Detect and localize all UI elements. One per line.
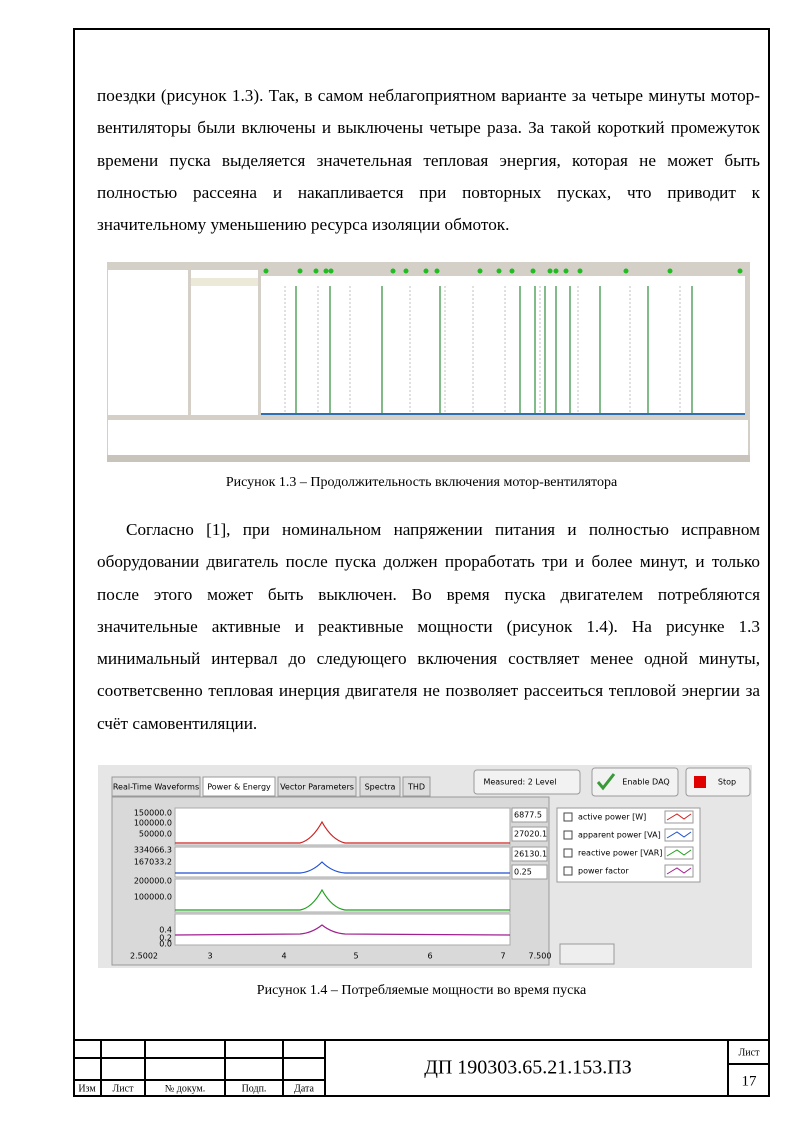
x-tick-label: 3 (207, 952, 212, 961)
x-tick-label: 6 (427, 952, 432, 961)
readout: 0.25 (514, 868, 532, 877)
event-dot (563, 268, 569, 274)
y-tick-label: 100000.0 (134, 819, 172, 828)
y-tick-label: 200000.0 (134, 877, 172, 886)
event-dot (577, 268, 583, 274)
figure-caption: Рисунок 1.3 – Продолжительность включени… (225, 475, 618, 490)
tab-label: Power & Energy (207, 783, 271, 792)
legend-label: apparent power [VA] (578, 831, 661, 840)
y-tick-label: 167033.2 (134, 858, 172, 867)
event-dot (403, 268, 409, 274)
y-tick-label: 150000.0 (134, 809, 172, 818)
document-code: ДП 190303.65.21.153.ПЗ (424, 1057, 632, 1079)
paragraph: Согласно [1], при номинальном напряжении… (97, 520, 760, 733)
event-dot (297, 268, 303, 274)
legend-swatch (664, 828, 694, 842)
legend-label: reactive power [VAR] (578, 849, 662, 858)
event-dot (496, 268, 502, 274)
legend-line (666, 813, 692, 821)
legend-label: power factor (578, 867, 629, 876)
tab (359, 776, 401, 797)
figure-caption: Рисунок 1.4 – Потребляемые мощности во в… (256, 983, 587, 998)
paragraph: поездки (рисунок 1.3). Так, в самом небл… (97, 86, 760, 235)
legend-swatch (664, 846, 694, 860)
tab-label: THD (407, 783, 425, 792)
legend-line (666, 831, 692, 839)
column-label: Дата (294, 1083, 314, 1094)
y-tick-label: 50000.0 (139, 830, 172, 839)
column-label: № докум. (165, 1083, 206, 1094)
readout: 26130.1 (514, 850, 547, 859)
tab (402, 776, 431, 797)
y-tick-label: 334066.3 (134, 846, 172, 855)
tab (277, 776, 357, 797)
y-tick-label: 0.0 (159, 940, 172, 949)
tab-label: Vector Parameters (280, 783, 354, 792)
event-dot (509, 268, 515, 274)
legend-swatch (664, 864, 694, 878)
event-dot (323, 268, 329, 274)
readout-box (511, 846, 548, 862)
column-label: Подп. (242, 1083, 267, 1094)
event-dot (434, 268, 440, 274)
event-dot (313, 268, 319, 274)
legend-checkbox (563, 812, 573, 822)
legend-swatch (664, 810, 694, 824)
event-dot (263, 268, 269, 274)
button-label: Enable DAQ (622, 778, 669, 787)
event-dot (623, 268, 629, 274)
tab (202, 776, 276, 797)
event-dot (390, 268, 396, 274)
x-tick-label: 2.5002 (130, 952, 158, 961)
readout-box (511, 826, 548, 842)
event-dot (477, 268, 483, 274)
y-tick-label: 100000.0 (134, 893, 172, 902)
figure-1-4: Real-Time Waveforms Power & Energy Vector … (98, 765, 752, 968)
page-frame (73, 28, 770, 1097)
legend-line (666, 867, 692, 875)
legend-checkbox (563, 848, 573, 858)
tab-label: Real-Time Waveforms (113, 783, 199, 792)
event-dot (530, 268, 536, 274)
x-tick-label: 7.500 (529, 952, 552, 961)
dropdown-label: Measured: 2 Level (483, 778, 556, 787)
event-dot (667, 268, 673, 274)
tab-label: Spectra (365, 783, 396, 792)
column-label: Изм (78, 1083, 96, 1094)
legend-checkbox (563, 830, 573, 840)
column-label: Лист (113, 1083, 135, 1094)
x-tick-label: 5 (353, 952, 358, 961)
event-dot (328, 268, 334, 274)
event-dot (553, 268, 559, 274)
button-label: Stop (718, 778, 736, 787)
event-dot (737, 268, 743, 274)
event-dot (423, 268, 429, 274)
x-tick-label: 7 (500, 952, 505, 961)
readout: 27020.1 (514, 830, 547, 839)
legend-label: active power [W] (578, 813, 646, 822)
tab (111, 776, 201, 797)
sheet-label: Лист (739, 1047, 761, 1058)
y-tick-label: 0.2 (159, 934, 172, 943)
y-tick-label: 0.4 (159, 926, 172, 935)
readout-box (511, 864, 548, 880)
event-dot (547, 268, 553, 274)
figure-1-3 (107, 262, 750, 462)
legend-checkbox (563, 866, 573, 876)
readout-box (511, 807, 548, 823)
sheet-number: 17 (742, 1073, 758, 1089)
readout: 6877.5 (514, 811, 542, 820)
x-tick-label: 4 (281, 952, 286, 961)
legend-line (666, 849, 692, 857)
